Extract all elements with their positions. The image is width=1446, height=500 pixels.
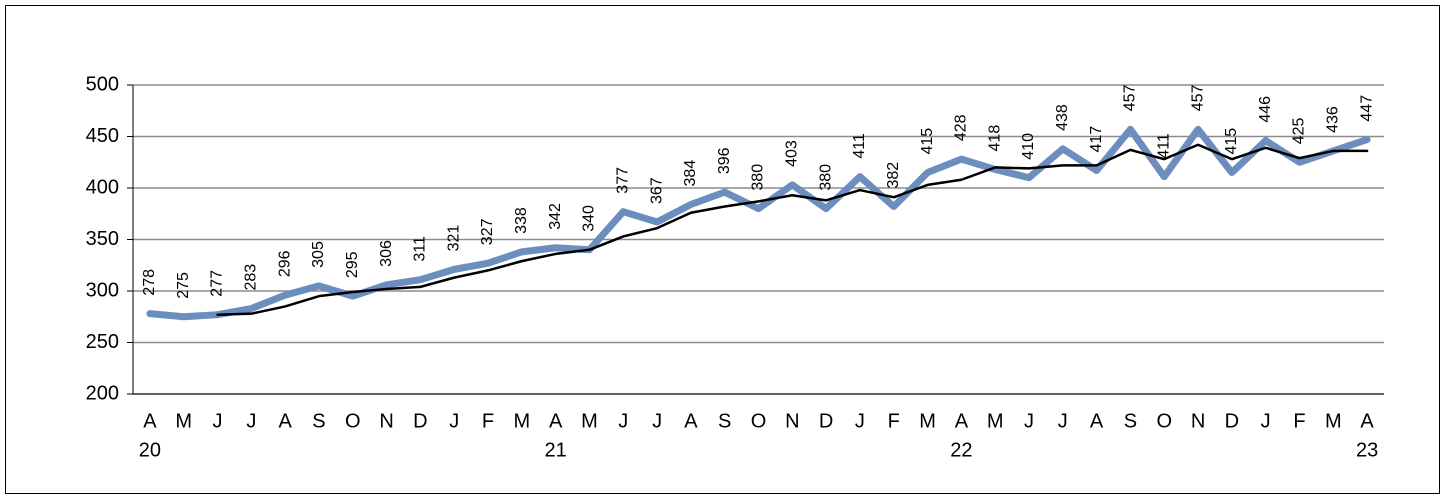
- data-label: 305: [310, 241, 327, 268]
- x-tick-label: A: [549, 410, 563, 432]
- x-tick-label: S: [1124, 410, 1137, 432]
- chart-border: [5, 5, 1440, 494]
- data-label: 283: [243, 264, 260, 291]
- x-tick-label: N: [379, 410, 393, 432]
- y-tick-label: 350: [86, 228, 119, 250]
- x-year-label: 22: [950, 439, 972, 461]
- x-tick-label: O: [751, 410, 767, 432]
- data-label: 342: [547, 203, 564, 230]
- line-series: [216, 143, 1369, 316]
- x-tick-label: J: [618, 410, 628, 432]
- x-tick-label: J: [855, 410, 865, 432]
- x-tick-label: J: [1058, 410, 1068, 432]
- x-tick-label: O: [345, 410, 361, 432]
- data-label: 425: [1291, 117, 1308, 144]
- data-label: 446: [1257, 96, 1274, 123]
- x-tick-label: J: [652, 410, 662, 432]
- data-label: 428: [953, 114, 970, 141]
- data-label: 321: [445, 225, 462, 252]
- data-label: 278: [141, 269, 158, 296]
- data-label: 447: [1358, 95, 1375, 122]
- x-year-label: 23: [1356, 439, 1378, 461]
- x-tick-label: J: [449, 410, 459, 432]
- data-label: 410: [1020, 133, 1037, 160]
- y-tick-label: 300: [86, 279, 119, 301]
- data-label: 457: [1122, 84, 1139, 111]
- x-tick-label: J: [213, 410, 223, 432]
- data-label: 382: [885, 162, 902, 189]
- x-year-label: 21: [545, 439, 567, 461]
- data-label: 396: [716, 147, 733, 174]
- x-tick-label: M: [919, 410, 936, 432]
- data-label: 377: [614, 167, 631, 194]
- data-label: 438: [1054, 104, 1071, 131]
- y-tick-label: 450: [86, 125, 119, 147]
- x-tick-label: F: [1293, 410, 1305, 432]
- x-tick-label: A: [143, 410, 157, 432]
- x-tick-label: S: [312, 410, 325, 432]
- data-label: 338: [513, 207, 530, 234]
- data-label: 380: [817, 164, 834, 191]
- data-label: 403: [784, 140, 801, 167]
- data-label: 296: [276, 250, 293, 277]
- x-tick-label: J: [246, 410, 256, 432]
- x-tick-label: M: [175, 410, 192, 432]
- x-tick-label: J: [1261, 410, 1271, 432]
- x-tick-label: A: [684, 410, 698, 432]
- data-label: 367: [648, 177, 665, 204]
- y-tick-label: 500: [86, 73, 119, 95]
- y-tick-label: 250: [86, 331, 119, 353]
- x-tick-label: A: [1360, 410, 1374, 432]
- x-tick-label: F: [888, 410, 900, 432]
- y-tick-label: 400: [86, 176, 119, 198]
- x-tick-label: M: [581, 410, 598, 432]
- data-label: 411: [851, 133, 868, 159]
- x-year-label: 20: [139, 439, 161, 461]
- data-label: 411: [1155, 133, 1172, 159]
- y-tick-label: 200: [86, 382, 119, 404]
- x-tick-label: D: [413, 410, 427, 432]
- data-label: 380: [750, 164, 767, 191]
- data-label: 311: [412, 236, 429, 262]
- x-tick-label: O: [1156, 410, 1172, 432]
- x-tick-label: J: [1024, 410, 1034, 432]
- x-tick-label: M: [987, 410, 1004, 432]
- x-tick-label: A: [955, 410, 969, 432]
- data-label: 436: [1325, 106, 1342, 133]
- data-label: 457: [1189, 84, 1206, 111]
- x-tick-label: F: [482, 410, 494, 432]
- data-label: 327: [479, 218, 496, 245]
- data-label: 340: [581, 205, 598, 232]
- x-tick-label: S: [718, 410, 731, 432]
- x-tick-label: D: [1225, 410, 1239, 432]
- x-tick-label: M: [1325, 410, 1342, 432]
- data-label: 306: [378, 240, 395, 267]
- x-tick-label: D: [819, 410, 833, 432]
- x-tick-label: N: [1191, 410, 1205, 432]
- x-tick-label: A: [278, 410, 292, 432]
- data-label: 415: [1223, 128, 1240, 155]
- data-label: 384: [682, 160, 699, 187]
- data-label: 277: [209, 270, 226, 297]
- data-label: 275: [175, 272, 192, 299]
- data-label: 295: [344, 251, 361, 278]
- x-tick-label: A: [1090, 410, 1104, 432]
- x-tick-label: M: [513, 410, 530, 432]
- line-series: [146, 125, 1371, 321]
- data-label: 417: [1088, 126, 1105, 153]
- data-label: 418: [986, 125, 1003, 152]
- data-label: 415: [919, 128, 936, 155]
- x-tick-label: N: [785, 410, 799, 432]
